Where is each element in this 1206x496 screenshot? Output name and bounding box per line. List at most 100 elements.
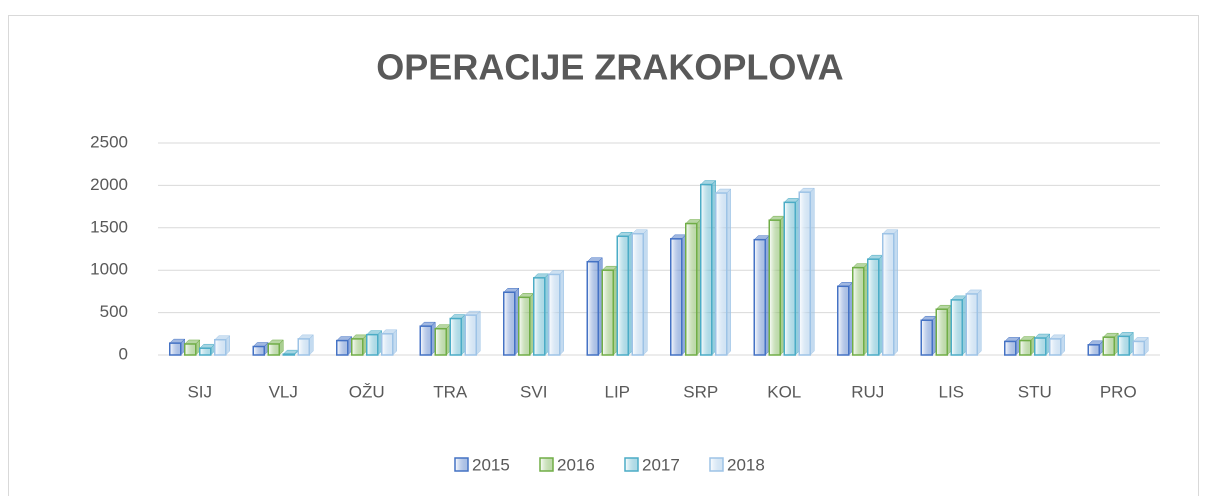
bar-front: [1132, 340, 1145, 356]
bar: [935, 304, 952, 356]
bar-front: [282, 353, 295, 356]
bar-front: [965, 293, 978, 356]
y-tick-label: 0: [119, 344, 128, 363]
bar: [920, 315, 937, 356]
x-tick-label: PRO: [1100, 382, 1137, 401]
legend-swatch: [624, 457, 639, 472]
bar-front: [351, 338, 364, 356]
bar-front: [920, 319, 933, 356]
legend-label: 2015: [472, 455, 510, 474]
chart-title: OPERACIJE ZRAKOPLOVA: [376, 47, 843, 88]
y-tick-label: 2000: [90, 175, 128, 194]
bar: [1117, 331, 1134, 356]
bar: [950, 295, 967, 356]
bar-front: [601, 269, 614, 356]
bar: [882, 229, 899, 356]
y-tick-label: 500: [100, 302, 128, 321]
bar-front: [533, 277, 546, 356]
bar: [267, 339, 284, 356]
y-tick-label: 2500: [90, 132, 128, 151]
bar: [449, 313, 466, 356]
bar-front: [434, 327, 447, 356]
bar-front: [685, 222, 698, 356]
bar: [867, 254, 884, 356]
bar: [503, 287, 520, 356]
bar: [852, 263, 869, 356]
bar: [601, 265, 618, 356]
bar-front: [700, 183, 713, 356]
bar-front: [950, 299, 963, 356]
legend-swatch: [454, 457, 469, 472]
bar: [533, 273, 550, 356]
bar: [616, 231, 633, 356]
bar: [1132, 336, 1149, 356]
x-tick-label: SVI: [520, 382, 547, 401]
bar: [1049, 334, 1066, 356]
bar: [419, 321, 436, 356]
bar: [297, 334, 314, 356]
bar-front: [1004, 340, 1017, 356]
x-tick-label: OŽU: [349, 382, 385, 401]
bar: [1102, 332, 1119, 356]
legend-label: 2018: [727, 455, 765, 474]
bar-front: [503, 291, 516, 356]
y-tick-label: 1000: [90, 260, 128, 279]
bar: [670, 234, 687, 356]
bar-front: [852, 266, 865, 356]
bar: [199, 343, 216, 356]
bar-front: [783, 201, 796, 356]
bar-front: [1019, 339, 1032, 356]
x-tick-label: RUJ: [851, 382, 884, 401]
bar-front: [798, 191, 811, 356]
bar: [351, 334, 368, 356]
bar-front: [267, 343, 280, 356]
bar-front: [464, 314, 477, 356]
bar: [381, 329, 398, 356]
bar-front: [867, 258, 880, 356]
bar: [700, 179, 717, 356]
bar: [1004, 336, 1021, 356]
x-tick-label: LIS: [938, 382, 964, 401]
x-tick-label: STU: [1018, 382, 1052, 401]
bar-front: [1049, 338, 1062, 356]
bar-front: [184, 343, 197, 356]
x-tick-label: KOL: [767, 382, 801, 401]
bar: [586, 257, 603, 356]
bar: [169, 338, 186, 356]
bar: [1034, 333, 1051, 356]
x-tick-label: SIJ: [187, 382, 212, 401]
bar: [464, 310, 481, 356]
y-tick-label: 1500: [90, 217, 128, 236]
bar-front: [768, 219, 781, 356]
bar-front: [586, 260, 599, 356]
x-tick-label: VLJ: [269, 382, 298, 401]
legend-label: 2016: [557, 455, 595, 474]
bar: [1019, 335, 1036, 356]
bar-front: [214, 338, 227, 356]
bar-front: [336, 339, 349, 356]
bar: [685, 218, 702, 356]
bar-front: [366, 333, 379, 356]
bar: [753, 235, 770, 356]
x-tick-label: LIP: [604, 382, 630, 401]
bar: [965, 289, 982, 356]
bar-front: [935, 308, 948, 356]
bar: [631, 229, 648, 356]
bar-front: [1034, 337, 1047, 356]
bar-front: [616, 235, 629, 356]
bar-front: [1117, 335, 1130, 356]
bar-front: [1102, 336, 1115, 356]
bar: [434, 324, 451, 356]
bar-front: [199, 347, 212, 356]
legend-swatch: [539, 457, 554, 472]
bar-front: [518, 296, 531, 356]
bar: [715, 188, 732, 356]
bar-front: [419, 325, 432, 356]
bar: [768, 215, 785, 356]
bar-front: [670, 238, 683, 356]
bar-front: [882, 232, 895, 356]
x-tick-label: SRP: [683, 382, 718, 401]
bar-front: [753, 238, 766, 356]
chart-border: [8, 15, 1199, 496]
